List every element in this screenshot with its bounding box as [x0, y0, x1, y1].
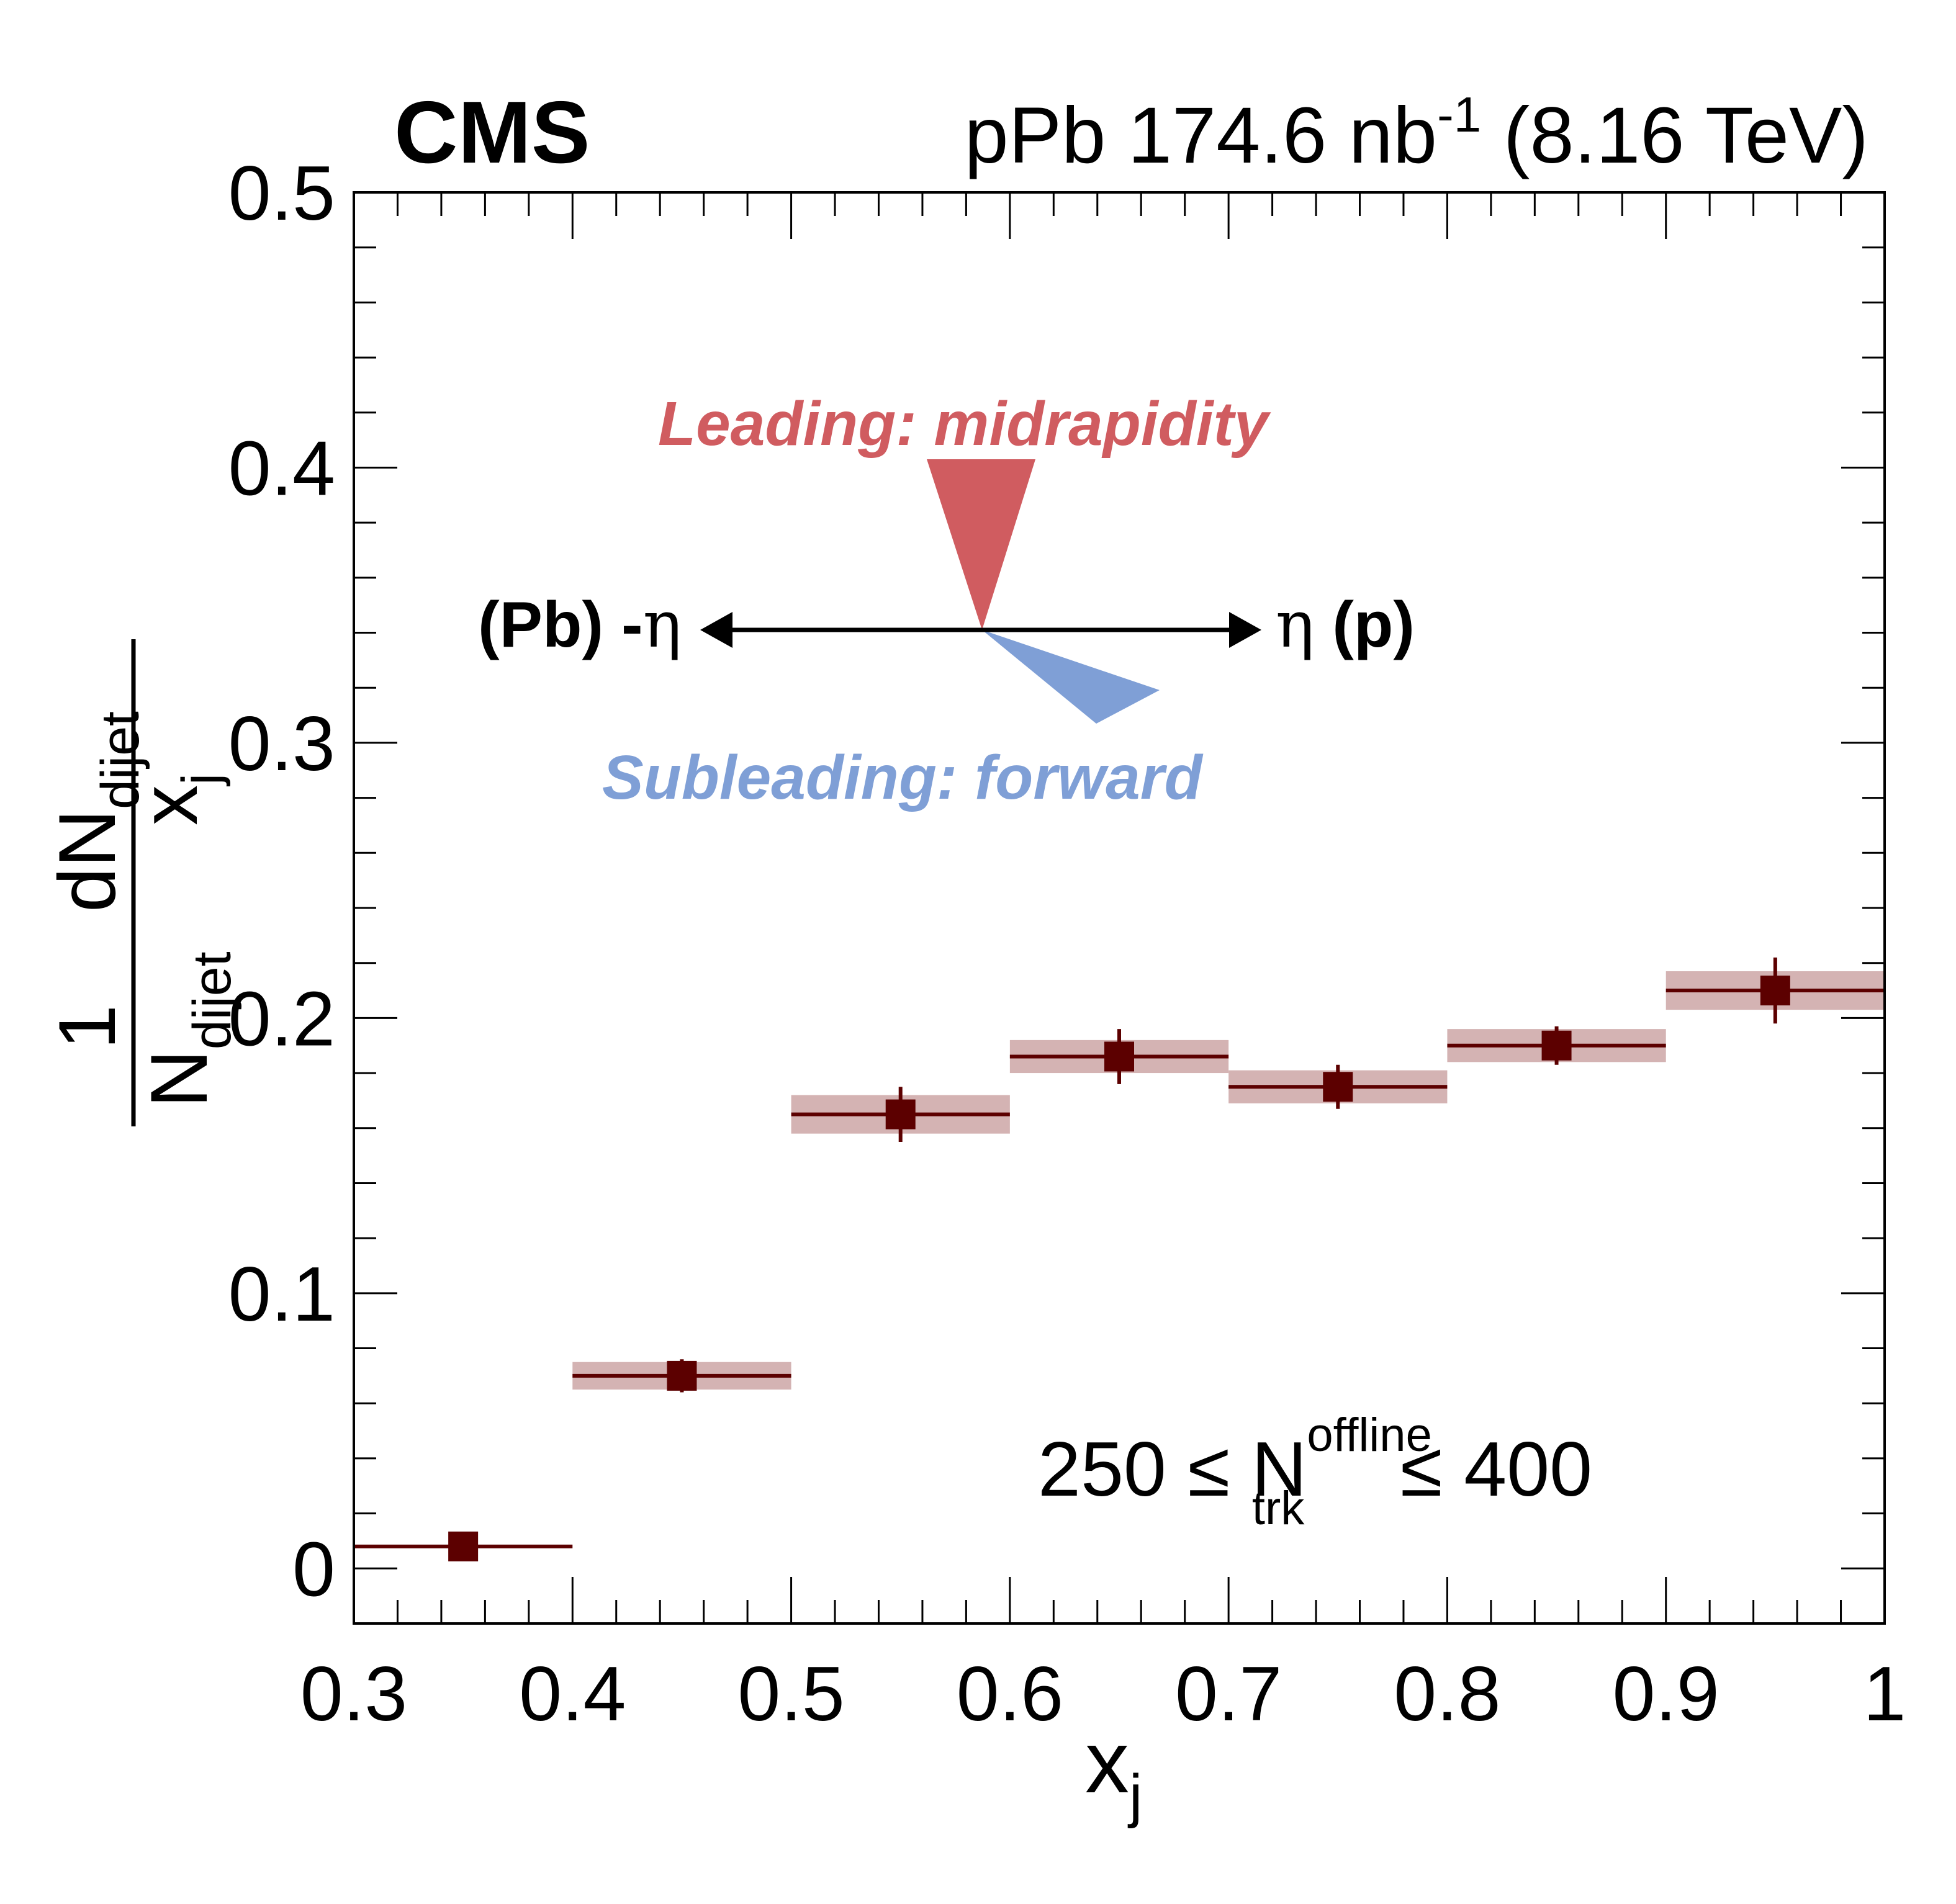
y-tick-label: 0.3 [228, 701, 335, 787]
y-title-x: xj [124, 773, 231, 825]
data-point-4 [1323, 1072, 1353, 1102]
data-point-3 [1104, 1041, 1134, 1072]
y-tick-label: 0.1 [228, 1252, 335, 1337]
collision-label: pPb 174.6 nb-1 (8.16 TeV) [965, 87, 1868, 180]
left-eta-label: (Pb) -η [478, 586, 682, 662]
x-tick-label: 0.5 [737, 1651, 844, 1737]
x-tick-label: 0.8 [1394, 1651, 1500, 1737]
y-axis-title: 1 Ndijet dNdijet xj [42, 639, 242, 1126]
data-points [354, 957, 1885, 1561]
experiment-label: CMS [394, 83, 590, 182]
data-point-1 [667, 1360, 697, 1391]
eta-diagram: Leading: midrapidity (Pb) -η η (p) Suble… [478, 389, 1415, 812]
y-title-one: 1 [42, 1005, 132, 1049]
y-tick-label: 0.5 [228, 151, 335, 236]
x-tick-label: 0.3 [300, 1651, 407, 1737]
right-arrowhead [1229, 612, 1261, 648]
x-tick-label: 0.4 [519, 1651, 626, 1737]
axis-ticks [353, 191, 1886, 1625]
x-tick-label: 0.9 [1613, 1651, 1719, 1737]
y-tick-label: 0.4 [228, 426, 335, 511]
y-title-n: Ndijet [133, 951, 242, 1108]
x-tick-label: 0.7 [1175, 1651, 1282, 1737]
data-point-6 [1760, 976, 1790, 1006]
leading-jet-cone [927, 459, 1035, 630]
y-tick-label: 0 [292, 1527, 335, 1612]
subleading-jet-cone [982, 630, 1160, 724]
multiplicity-selection: 250 ≤ Noffline trk ≤ 400 [1038, 1409, 1592, 1535]
y-tick-label: 0.2 [228, 976, 335, 1062]
subleading-label: Subleading: forward [602, 743, 1204, 812]
data-point-2 [885, 1099, 916, 1129]
x-axis-title: xj [1085, 1713, 1142, 1829]
data-point-0 [448, 1531, 479, 1561]
data-point-5 [1541, 1030, 1572, 1061]
right-eta-label: η (p) [1276, 586, 1415, 662]
x-tick-label: 0.6 [957, 1651, 1063, 1737]
y-title-dn: dNdijet [42, 711, 150, 912]
x-tick-label: 1 [1864, 1651, 1906, 1737]
leading-label: Leading: midrapidity [658, 389, 1271, 459]
syst-bands [572, 971, 1885, 1390]
left-arrowhead [700, 612, 732, 648]
axis-tick-labels: 0.3 0.4 0.5 0.6 0.7 0.8 0.9 1 0 0.1 0.2 0.3 0.4 0.5 [228, 151, 1906, 1737]
